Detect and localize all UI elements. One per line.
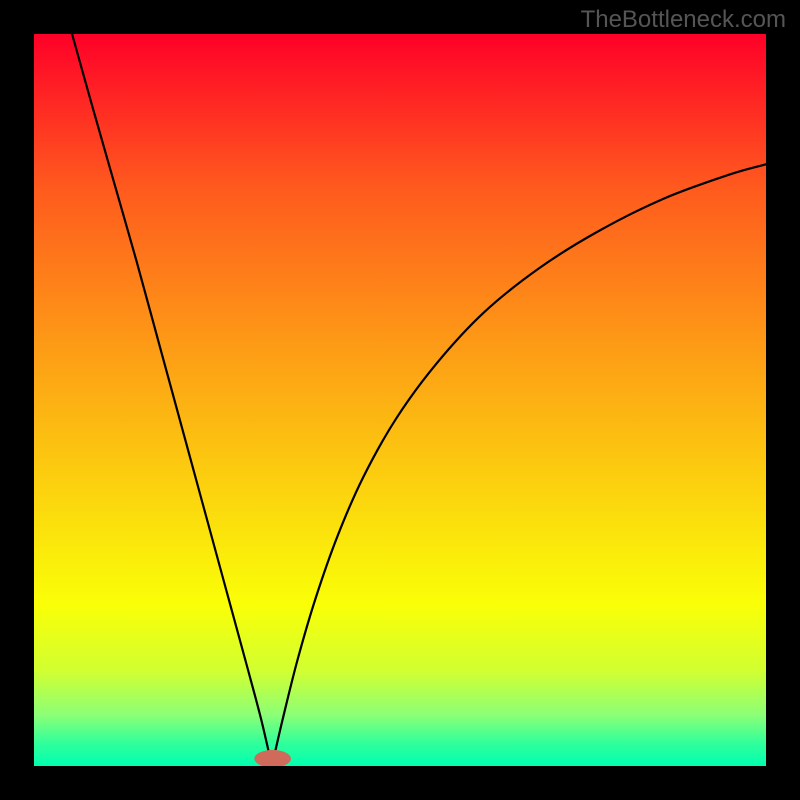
watermark-text: TheBottleneck.com <box>581 6 786 34</box>
chart-area <box>34 34 766 766</box>
gradient-background <box>34 34 766 766</box>
chart-svg <box>34 34 766 766</box>
